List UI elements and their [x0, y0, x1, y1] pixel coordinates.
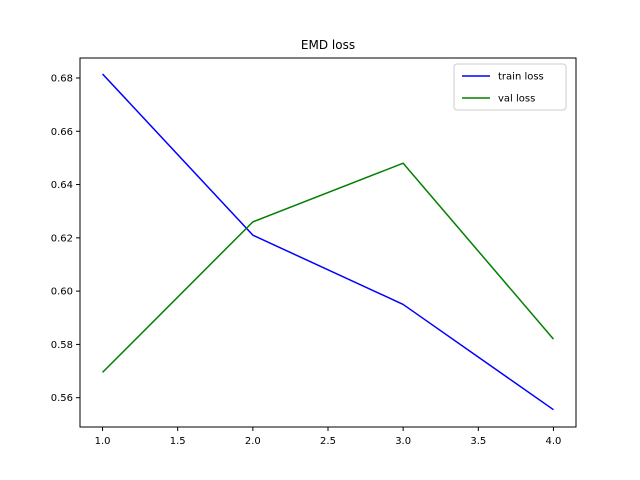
y-tick-label: 0.68	[51, 73, 73, 84]
y-tick-label: 0.60	[51, 287, 73, 298]
y-tick-label: 0.62	[51, 233, 73, 244]
series-line-val-loss	[102, 162, 555, 373]
x-tick-label: 1.5	[170, 436, 186, 447]
y-tick-label: 0.64	[51, 180, 73, 191]
series-line-train-loss	[101, 73, 554, 411]
plot-layer: 1.0 1.5 2.0 2.5 3.0 3.5 4.0 0.56 0.58 0.60 0.62 0.6…	[51, 73, 562, 447]
x-tick-label: 2.5	[320, 436, 336, 447]
x-tick-label: 1.0	[95, 436, 111, 447]
x-tick-label: 4.0	[546, 436, 562, 447]
x-tick-label: 3.5	[470, 436, 486, 447]
y-tick-label: 0.56	[51, 393, 73, 404]
legend: train loss val loss	[453, 63, 567, 111]
x-tick-label: 3.0	[395, 436, 411, 447]
plot-frame	[79, 57, 577, 428]
chart-title: EMD loss	[301, 38, 355, 52]
y-tick-label: 0.66	[51, 127, 73, 138]
legend-label: train loss	[498, 72, 544, 83]
y-tick-label: 0.58	[51, 340, 73, 351]
legend-label: val loss	[498, 94, 535, 105]
x-tick-label: 2.0	[245, 436, 261, 447]
